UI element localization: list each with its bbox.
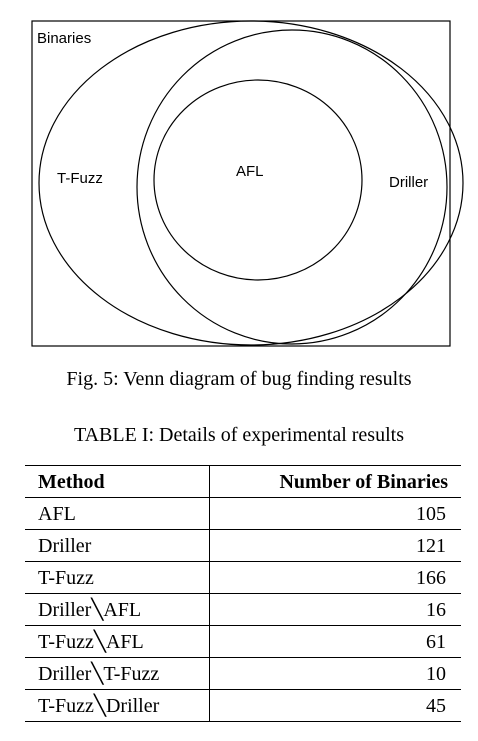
count-cell: 61 bbox=[209, 625, 461, 658]
table-row: Driller╲T-Fuzz 10 bbox=[25, 657, 461, 690]
method-cell: Driller╲T-Fuzz bbox=[25, 657, 210, 690]
count-cell: 166 bbox=[209, 561, 461, 594]
count-cell: 105 bbox=[209, 497, 461, 530]
venn-diagram: Binaries T-Fuzz AFL Driller bbox=[0, 0, 478, 360]
count-cell: 121 bbox=[209, 529, 461, 562]
table-row: AFL 105 bbox=[25, 497, 461, 530]
afl-ellipse bbox=[153, 79, 363, 281]
table-header-row: Method Number of Binaries bbox=[25, 465, 461, 498]
table-row: Driller 121 bbox=[25, 529, 461, 562]
table-row: Driller╲AFL 16 bbox=[25, 593, 461, 626]
method-cell: T-Fuzz bbox=[25, 561, 210, 594]
table-row: T-Fuzz╲AFL 61 bbox=[25, 625, 461, 658]
column-header-method: Method bbox=[25, 465, 210, 498]
method-cell: AFL bbox=[25, 497, 210, 530]
results-table: Method Number of Binaries AFL 105 Drille… bbox=[25, 465, 461, 722]
venn-label-afl: AFL bbox=[236, 163, 264, 180]
venn-label-driller: Driller bbox=[389, 174, 428, 191]
venn-label-binaries: Binaries bbox=[37, 30, 91, 47]
table-caption: TABLE I: Details of experimental results bbox=[74, 424, 404, 446]
tfuzz-ellipse bbox=[38, 20, 464, 346]
method-cell: Driller╲AFL bbox=[25, 593, 210, 626]
figure-caption: Fig. 5: Venn diagram of bug finding resu… bbox=[66, 368, 412, 390]
driller-ellipse bbox=[136, 29, 448, 345]
method-cell: T-Fuzz╲AFL bbox=[25, 625, 210, 658]
table-row: T-Fuzz╲Driller 45 bbox=[25, 689, 461, 722]
table-row: T-Fuzz 166 bbox=[25, 561, 461, 594]
count-cell: 45 bbox=[209, 689, 461, 722]
count-cell: 16 bbox=[209, 593, 461, 626]
method-cell: T-Fuzz╲Driller bbox=[25, 689, 210, 722]
method-cell: Driller bbox=[25, 529, 210, 562]
venn-label-tfuzz: T-Fuzz bbox=[57, 170, 103, 187]
count-cell: 10 bbox=[209, 657, 461, 690]
column-header-number-of-binaries: Number of Binaries bbox=[209, 465, 461, 498]
